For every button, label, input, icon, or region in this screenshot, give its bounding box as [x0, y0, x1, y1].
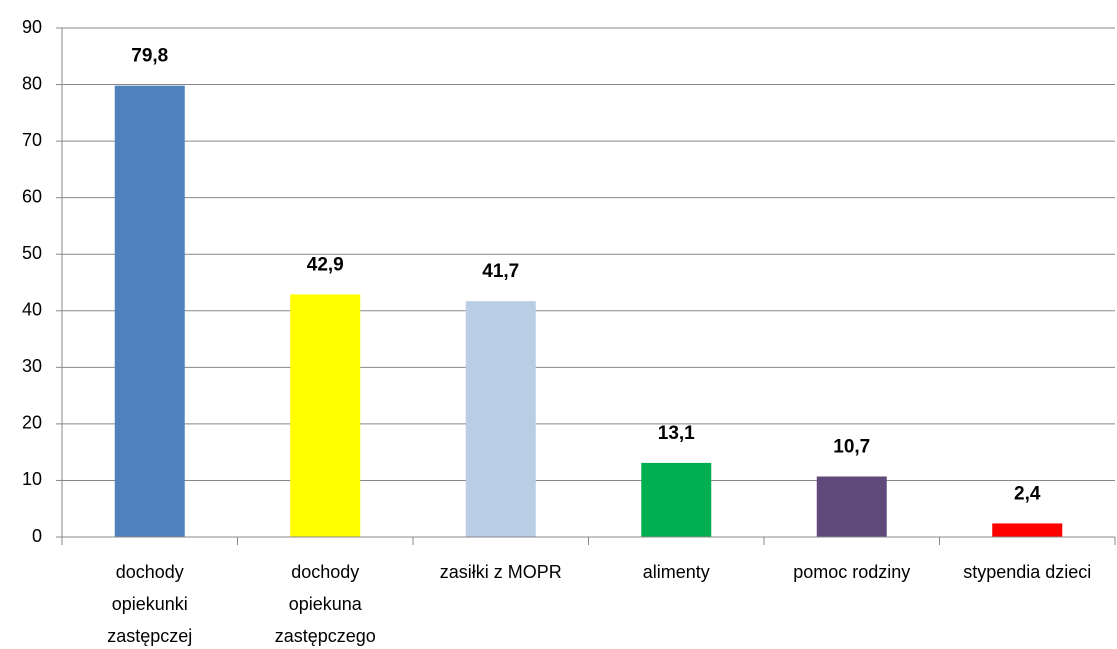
y-tick-label: 60: [22, 186, 42, 206]
y-tick-label: 70: [22, 130, 42, 150]
bar: [992, 523, 1063, 537]
x-tick-label: dochody opiekuna zastępczego: [275, 562, 376, 646]
y-tick-label: 10: [22, 469, 42, 489]
x-tick-label-line: stypendia dzieci: [963, 562, 1091, 582]
x-tick-label: pomoc rodziny: [793, 562, 910, 582]
value-label: 41,7: [482, 261, 519, 282]
y-tick-label: 80: [22, 73, 42, 93]
y-tick-label: 90: [22, 17, 42, 37]
x-tick-label-line: dochody: [116, 562, 184, 582]
value-label: 79,8: [131, 46, 168, 67]
x-tick-label-line: opiekuna: [289, 594, 363, 614]
y-tick-label: 30: [22, 356, 42, 376]
value-label: 13,1: [658, 423, 695, 444]
x-tick-label: alimenty: [643, 562, 710, 582]
bar: [465, 301, 536, 537]
value-label: 2,4: [1014, 483, 1041, 504]
x-tick-label: stypendia dzieci: [963, 562, 1091, 582]
x-tick-label-line: zasiłki z MOPR: [440, 562, 562, 582]
x-tick-label-line: alimenty: [643, 562, 710, 582]
x-tick-label-line: pomoc rodziny: [793, 562, 910, 582]
bar: [114, 85, 185, 537]
value-label: 10,7: [833, 437, 870, 458]
bar: [641, 462, 712, 537]
x-tick-label-line: dochody: [291, 562, 359, 582]
bar: [816, 476, 887, 537]
y-tick-label: 40: [22, 300, 42, 320]
x-tick-label: dochody opiekunki zastępczej: [107, 562, 192, 646]
bar: [290, 294, 361, 537]
x-tick-label-line: zastępczego: [275, 626, 376, 646]
y-tick-label: 50: [22, 243, 42, 263]
y-tick-label: 0: [32, 526, 42, 546]
value-label: 42,9: [307, 254, 344, 275]
x-tick-label-line: opiekunki: [112, 594, 188, 614]
x-tick-label-line: zastępczej: [107, 626, 192, 646]
x-tick-label: zasiłki z MOPR: [440, 562, 562, 582]
y-tick-label: 20: [22, 413, 42, 433]
